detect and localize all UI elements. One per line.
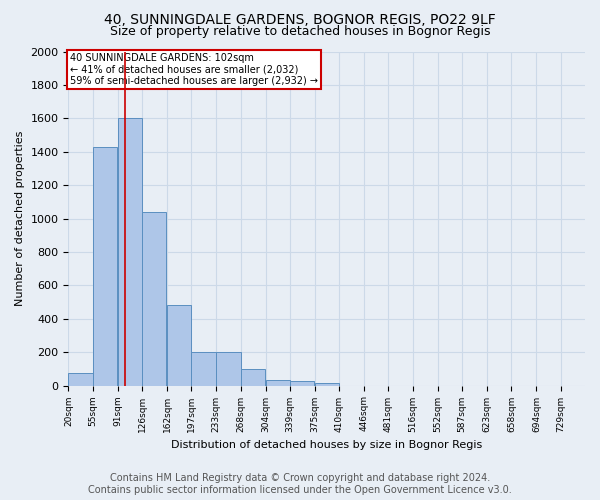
Bar [93,146,117,386]
Y-axis label: Number of detached properties: Number of detached properties [15,131,25,306]
Bar [315,382,339,386]
Bar [290,382,314,386]
Bar [68,373,93,386]
Bar [118,118,142,386]
Text: Size of property relative to detached houses in Bognor Regis: Size of property relative to detached ho… [110,25,490,38]
Bar [191,352,215,386]
Text: Contains HM Land Registry data © Crown copyright and database right 2024.
Contai: Contains HM Land Registry data © Crown c… [88,474,512,495]
Text: 40 SUNNINGDALE GARDENS: 102sqm
← 41% of detached houses are smaller (2,032)
59% : 40 SUNNINGDALE GARDENS: 102sqm ← 41% of … [70,53,318,86]
X-axis label: Distribution of detached houses by size in Bognor Regis: Distribution of detached houses by size … [171,440,482,450]
Bar [216,352,241,386]
Bar [266,380,290,386]
Bar [142,212,166,386]
Bar [167,306,191,386]
Bar [241,369,265,386]
Text: 40, SUNNINGDALE GARDENS, BOGNOR REGIS, PO22 9LF: 40, SUNNINGDALE GARDENS, BOGNOR REGIS, P… [104,12,496,26]
